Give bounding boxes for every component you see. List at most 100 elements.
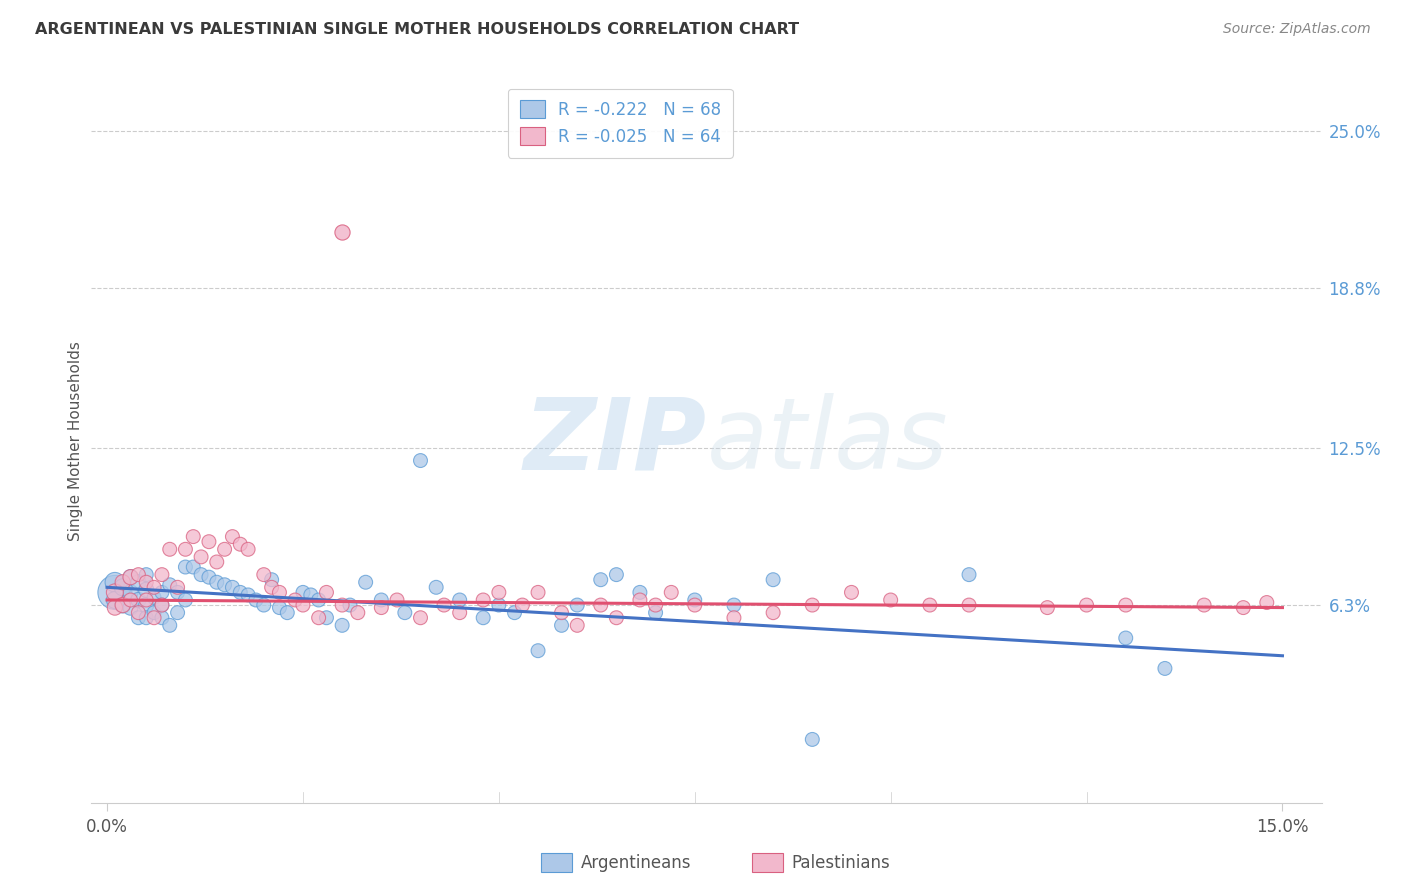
Point [628,585,651,599]
Text: Source: ZipAtlas.com: Source: ZipAtlas.com [1223,22,1371,37]
Point [644,598,666,612]
Point [214,542,236,557]
Text: ZIP: ZIP [523,393,706,490]
Point [339,598,361,612]
Point [150,585,173,599]
Point [159,618,181,632]
Point [1076,598,1098,612]
Point [260,573,283,587]
Point [488,585,510,599]
Point [143,591,166,605]
Point [127,567,149,582]
Point [628,593,651,607]
Point [299,588,322,602]
Point [159,542,181,557]
Point [346,606,368,620]
Point [150,598,173,612]
Point [957,567,980,582]
Point [205,555,228,569]
Point [143,606,166,620]
Point [181,530,204,544]
Point [150,598,173,612]
Point [135,567,157,582]
Text: Palestinians: Palestinians [792,854,890,871]
Point [111,598,134,612]
Point [205,575,228,590]
Point [236,542,259,557]
Point [198,570,221,584]
Point [801,732,824,747]
Point [644,606,666,620]
Point [315,585,337,599]
Point [291,598,314,612]
Point [918,598,941,612]
Point [1115,598,1137,612]
Point [308,611,330,625]
Point [150,567,173,582]
Point [190,567,212,582]
Point [315,611,337,625]
Point [150,611,173,625]
Point [330,226,353,240]
Point [512,598,534,612]
Point [527,643,550,657]
Point [762,606,785,620]
Point [433,598,456,612]
Point [159,578,181,592]
Point [127,575,149,590]
Point [190,549,212,564]
Point [723,598,745,612]
Point [550,618,572,632]
Point [354,575,377,590]
Point [111,580,134,594]
Text: ARGENTINEAN VS PALESTINIAN SINGLE MOTHER HOUSEHOLDS CORRELATION CHART: ARGENTINEAN VS PALESTINIAN SINGLE MOTHER… [35,22,799,37]
Point [269,585,291,599]
Point [135,593,157,607]
Point [229,537,252,551]
Point [166,585,188,599]
Point [104,585,127,599]
Point [683,593,706,607]
Point [762,573,785,587]
Point [198,534,221,549]
Point [135,598,157,612]
Point [221,580,243,594]
Point [104,600,127,615]
Point [135,611,157,625]
Point [527,585,550,599]
Point [111,575,134,590]
Text: atlas: atlas [706,393,948,490]
Point [879,593,901,607]
Point [605,567,627,582]
Point [385,593,408,607]
Point [253,598,276,612]
Point [605,611,627,625]
Point [135,582,157,597]
Point [104,593,127,607]
Point [1256,595,1278,609]
Point [488,598,510,612]
Point [1232,600,1254,615]
Point [308,593,330,607]
Point [174,560,197,574]
Point [1036,600,1059,615]
Point [127,606,149,620]
Point [472,611,495,625]
Point [503,606,526,620]
Point [394,606,416,620]
Point [449,593,471,607]
Point [330,618,353,632]
Point [589,598,612,612]
Point [120,593,142,607]
Point [120,600,142,615]
Point [214,578,236,592]
Point [1154,661,1177,675]
Point [567,598,589,612]
Point [550,606,572,620]
Point [174,542,197,557]
Point [143,611,166,625]
Point [409,453,432,467]
Point [166,606,188,620]
Point [683,598,706,612]
Point [127,593,149,607]
